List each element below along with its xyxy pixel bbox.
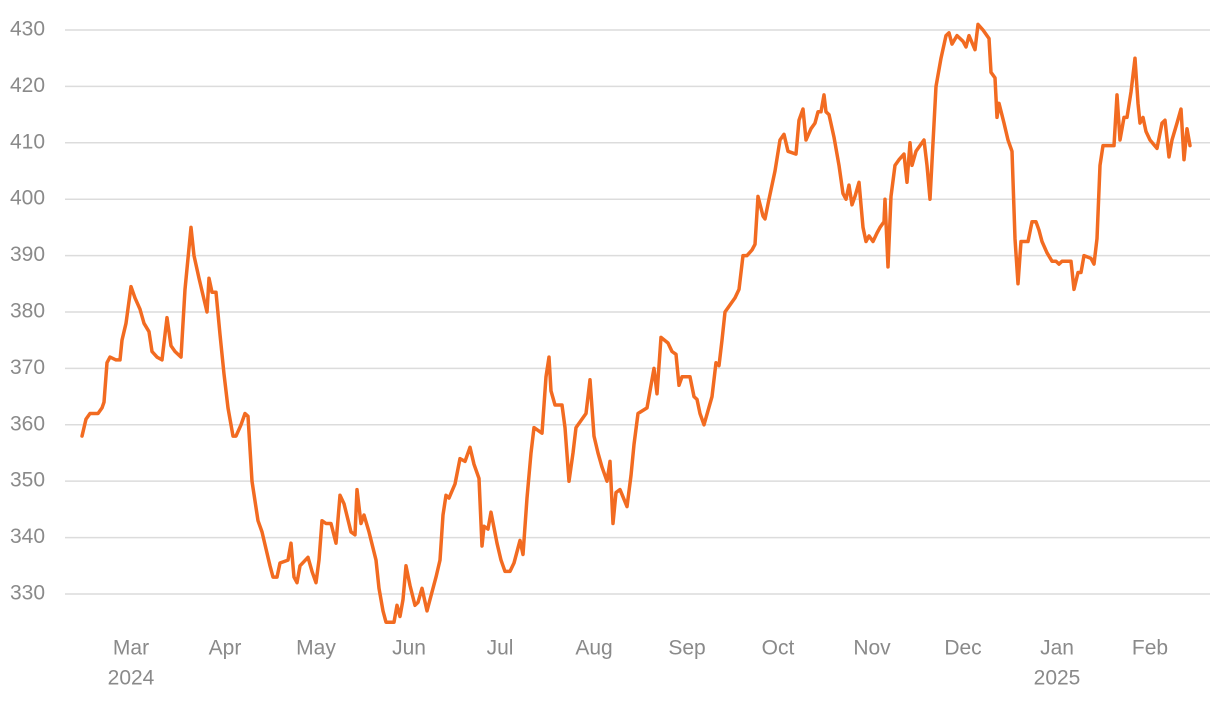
x-tick-label: Mar [113, 637, 149, 660]
price-line [80, 22, 1192, 624]
y-tick-label: 330 [10, 582, 45, 605]
x-year-label: 2024 [108, 667, 155, 690]
x-tick-label: Aug [575, 637, 612, 660]
x-tick-label: Feb [1132, 637, 1168, 660]
y-tick-label: 370 [10, 356, 45, 379]
y-tick-label: 350 [10, 469, 45, 492]
x-year-label: 2025 [1034, 667, 1081, 690]
x-tick-label: Oct [762, 637, 795, 660]
y-tick-label: 340 [10, 525, 45, 548]
x-tick-label: May [296, 637, 336, 660]
y-tick-label: 390 [10, 243, 45, 266]
x-tick-label: Jul [487, 637, 514, 660]
x-tick-label: Jan [1040, 637, 1074, 660]
x-tick-label: Sep [668, 637, 705, 660]
x-tick-label: Jun [392, 637, 426, 660]
x-tick-label: Dec [944, 637, 981, 660]
y-tick-label: 380 [10, 300, 45, 323]
y-tick-label: 430 [10, 18, 45, 41]
y-tick-label: 360 [10, 412, 45, 435]
y-tick-label: 420 [10, 74, 45, 97]
x-tick-label: Apr [209, 637, 242, 660]
y-tick-label: 400 [10, 187, 45, 210]
x-tick-label: Nov [853, 637, 891, 660]
y-tick-label: 410 [10, 130, 45, 153]
